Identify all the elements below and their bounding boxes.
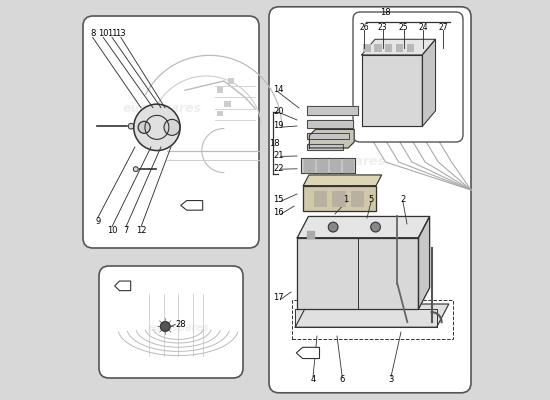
Text: 1: 1	[344, 196, 349, 204]
Text: eurospares: eurospares	[147, 322, 209, 333]
Bar	[343, 159, 353, 172]
FancyBboxPatch shape	[99, 266, 243, 378]
FancyBboxPatch shape	[353, 12, 463, 142]
Circle shape	[134, 104, 180, 150]
Text: 17: 17	[273, 294, 283, 302]
Bar	[301, 158, 355, 173]
Bar	[407, 44, 414, 52]
Circle shape	[128, 123, 134, 129]
Bar	[314, 191, 327, 207]
Circle shape	[138, 121, 150, 133]
Bar	[307, 132, 349, 140]
Polygon shape	[419, 216, 430, 309]
FancyBboxPatch shape	[269, 7, 471, 393]
Bar	[385, 44, 393, 52]
Bar	[317, 159, 327, 172]
Text: 10: 10	[107, 226, 117, 235]
Text: eurospares: eurospares	[306, 155, 386, 168]
Text: 6: 6	[339, 376, 345, 384]
Text: 23: 23	[378, 23, 388, 32]
Polygon shape	[295, 304, 449, 327]
Text: 20: 20	[273, 108, 283, 116]
Bar	[362, 55, 422, 126]
Text: 15: 15	[273, 196, 283, 204]
Text: 22: 22	[273, 164, 283, 172]
Bar	[332, 191, 345, 207]
Text: 24: 24	[419, 23, 428, 32]
Bar	[307, 120, 353, 128]
Bar	[350, 191, 364, 207]
Circle shape	[371, 222, 381, 232]
Text: 25: 25	[399, 23, 409, 32]
Polygon shape	[181, 200, 203, 210]
Bar	[217, 111, 223, 116]
Text: 12: 12	[136, 226, 146, 235]
Bar	[362, 55, 422, 126]
Text: 16: 16	[273, 208, 283, 217]
Bar	[307, 144, 343, 150]
Text: 11: 11	[107, 29, 117, 38]
Text: 10: 10	[98, 29, 108, 38]
Bar	[364, 44, 371, 52]
Polygon shape	[310, 130, 354, 148]
Bar	[307, 106, 358, 115]
Bar	[217, 88, 223, 93]
Bar	[301, 158, 355, 173]
FancyBboxPatch shape	[83, 16, 259, 248]
Text: 9: 9	[95, 217, 101, 226]
Bar	[304, 186, 376, 211]
Bar	[307, 144, 343, 150]
Bar	[307, 231, 314, 238]
Text: 19: 19	[273, 122, 283, 130]
Bar	[228, 78, 234, 84]
Text: 2: 2	[400, 196, 406, 204]
Bar	[304, 159, 314, 172]
Text: 28: 28	[175, 320, 186, 329]
Bar	[396, 44, 403, 52]
Bar	[307, 132, 349, 140]
Circle shape	[134, 167, 138, 172]
Circle shape	[328, 222, 338, 232]
Bar	[224, 101, 230, 107]
Text: 13: 13	[116, 29, 126, 38]
Text: eurospares: eurospares	[123, 102, 202, 115]
Polygon shape	[115, 281, 131, 291]
Bar	[375, 44, 382, 52]
Circle shape	[161, 322, 170, 331]
Text: 14: 14	[273, 86, 283, 94]
Text: 8: 8	[90, 29, 95, 38]
Bar	[292, 300, 453, 339]
Text: 5: 5	[368, 196, 373, 204]
Polygon shape	[296, 347, 320, 358]
Text: 26: 26	[359, 23, 369, 32]
Bar	[307, 106, 358, 115]
Text: 7: 7	[123, 226, 129, 235]
Bar	[304, 186, 376, 211]
Bar	[307, 120, 353, 128]
Polygon shape	[362, 39, 436, 55]
Circle shape	[164, 119, 180, 135]
Polygon shape	[295, 309, 437, 327]
Polygon shape	[422, 39, 436, 126]
Text: 18: 18	[379, 8, 390, 17]
Text: 4: 4	[310, 376, 316, 384]
Polygon shape	[304, 175, 382, 186]
Bar	[330, 159, 340, 172]
Text: 21: 21	[273, 151, 283, 160]
Text: 18: 18	[270, 140, 280, 148]
Text: 27: 27	[438, 23, 448, 32]
Text: 3: 3	[388, 376, 394, 384]
Polygon shape	[298, 238, 419, 309]
Polygon shape	[298, 216, 430, 238]
